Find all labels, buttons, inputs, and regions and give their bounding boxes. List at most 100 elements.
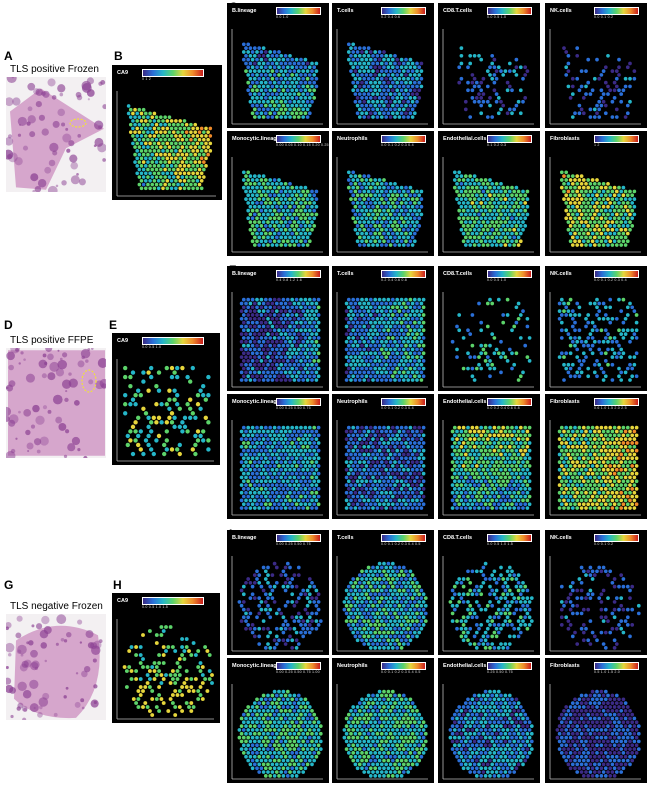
- spot: [419, 467, 424, 472]
- spot: [159, 175, 163, 179]
- spot: [628, 467, 632, 472]
- spot: [601, 181, 606, 186]
- spot: [204, 164, 208, 168]
- spot: [503, 204, 508, 209]
- spot: [248, 378, 253, 382]
- spot: [314, 452, 319, 457]
- spot: [395, 231, 400, 236]
- spot: [379, 189, 384, 194]
- he-tissue: [1, 343, 109, 461]
- spot: [366, 483, 371, 487]
- spot: [570, 475, 575, 480]
- spot: [270, 99, 275, 104]
- spot: [599, 201, 604, 205]
- spot: [272, 103, 277, 108]
- spot: [371, 235, 375, 240]
- spot: [307, 351, 312, 356]
- cell-type-panel-monocytic-lineage: Monocytic.lineage 0.00 0.05 0.10 0.15 0.2…: [227, 131, 329, 256]
- spot: [191, 141, 195, 146]
- spot: [186, 156, 191, 161]
- spot: [152, 171, 157, 176]
- spot: [474, 433, 479, 438]
- spot: [612, 351, 617, 356]
- spot: [368, 73, 373, 77]
- spot: [595, 185, 599, 190]
- spot: [566, 444, 571, 449]
- spot: [410, 498, 415, 503]
- spot: [566, 475, 571, 480]
- spot: [268, 111, 273, 116]
- spot: [299, 366, 303, 371]
- spot: [399, 433, 404, 438]
- spot: [305, 506, 310, 510]
- spot: [501, 185, 506, 190]
- spot: [573, 208, 577, 213]
- spot: [472, 197, 477, 201]
- spot: [171, 175, 176, 179]
- spot: [270, 460, 275, 464]
- spot: [191, 156, 195, 161]
- spot: [270, 220, 275, 224]
- spot: [259, 65, 264, 70]
- spot: [296, 506, 301, 510]
- spot: [307, 239, 312, 244]
- spot: [492, 471, 497, 476]
- spot: [272, 96, 277, 100]
- spot: [364, 224, 369, 228]
- spot: [459, 490, 464, 495]
- spot: [597, 339, 602, 344]
- spot: [408, 57, 413, 62]
- spot: [154, 167, 159, 172]
- spot: [577, 374, 582, 379]
- spot: [283, 301, 288, 306]
- spot: [592, 444, 597, 449]
- spot: [148, 149, 152, 153]
- spot: [490, 181, 495, 186]
- spot: [357, 370, 362, 375]
- spot: [244, 174, 248, 178]
- spot: [557, 490, 562, 495]
- spot: [371, 99, 375, 104]
- spot: [182, 171, 187, 176]
- spot: [579, 437, 584, 441]
- spot: [150, 160, 155, 164]
- spot: [294, 366, 299, 371]
- spot: [477, 506, 481, 510]
- spot: [601, 99, 606, 104]
- spot: [252, 181, 257, 186]
- spot: [459, 467, 464, 472]
- spot: [601, 490, 606, 495]
- spot: [466, 208, 470, 213]
- spot: [564, 185, 569, 190]
- spot: [507, 483, 512, 487]
- spot: [257, 243, 262, 247]
- spot: [178, 134, 183, 138]
- spot: [590, 487, 595, 491]
- spot: [257, 235, 262, 240]
- colorbar: [381, 270, 426, 278]
- spot: [272, 216, 277, 221]
- spot: [290, 328, 295, 333]
- spot: [483, 502, 488, 507]
- spot: [288, 235, 292, 240]
- spot: [599, 185, 604, 190]
- spot: [581, 359, 586, 363]
- spot: [397, 332, 402, 336]
- spot: [623, 316, 628, 321]
- spot: [368, 313, 373, 317]
- spot: [299, 313, 303, 317]
- spot: [393, 324, 397, 329]
- spot: [415, 301, 419, 306]
- spot: [255, 351, 259, 356]
- spot: [386, 374, 391, 379]
- spot: [357, 92, 362, 96]
- spot: [612, 479, 617, 484]
- spot: [603, 313, 608, 317]
- spot: [459, 498, 464, 503]
- spot: [208, 149, 213, 153]
- spot: [463, 437, 468, 441]
- spot: [468, 498, 473, 503]
- spot: [597, 475, 602, 480]
- spot: [294, 479, 299, 484]
- spot: [312, 88, 317, 93]
